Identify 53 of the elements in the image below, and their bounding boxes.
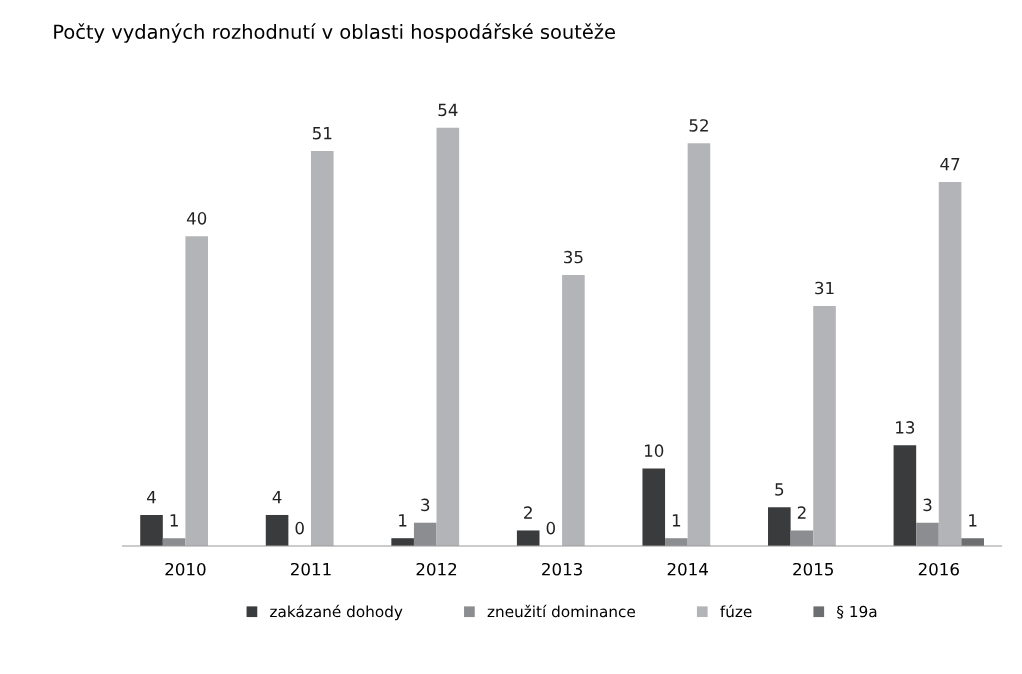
bar xyxy=(938,182,962,546)
data-label: 52 xyxy=(689,119,708,132)
bar xyxy=(642,468,666,546)
data-label: 3 xyxy=(421,498,430,512)
bar xyxy=(768,507,791,546)
x-tick-label: 2011 xyxy=(290,562,331,576)
data-label: 1 xyxy=(672,514,681,527)
bar xyxy=(687,143,711,546)
data-label: 1 xyxy=(969,514,977,527)
bar xyxy=(185,236,209,546)
legend-label: § 19a xyxy=(837,605,877,619)
data-label: 40 xyxy=(186,212,207,225)
x-tick-label: 2012 xyxy=(416,562,457,576)
data-label: 1 xyxy=(170,514,178,527)
data-label: 5 xyxy=(775,483,784,496)
legend-label: zneužití dominance xyxy=(487,604,635,618)
chart-title: Počty vydaných rozhodnutí v oblasti hospodářské soutěže xyxy=(54,23,615,43)
legend-label: zakázané dohody xyxy=(270,604,403,621)
data-label: 51 xyxy=(312,127,332,140)
data-label: 4 xyxy=(147,491,156,504)
data-label: 0 xyxy=(546,521,555,535)
bar xyxy=(562,274,585,546)
bar xyxy=(436,127,460,546)
data-label: 2 xyxy=(524,506,532,519)
bar xyxy=(265,514,289,546)
x-tick-label: 2010 xyxy=(165,562,206,576)
x-tick-label: 2014 xyxy=(667,562,708,576)
data-label: 3 xyxy=(923,498,932,512)
bar xyxy=(893,445,917,546)
data-label: 1 xyxy=(399,514,407,527)
data-label: 0 xyxy=(295,521,304,535)
bar xyxy=(516,530,540,546)
x-tick-label: 2016 xyxy=(918,562,959,576)
bar xyxy=(813,305,836,546)
legend-label: fúze xyxy=(720,604,752,618)
x-tick-label: 2015 xyxy=(793,562,833,576)
data-label: 2 xyxy=(797,506,806,519)
bar xyxy=(140,514,163,546)
bar xyxy=(665,538,688,546)
data-label: 10 xyxy=(644,444,664,457)
data-label: 31 xyxy=(815,281,834,295)
bar xyxy=(391,538,414,546)
x-tick-label: 2013 xyxy=(542,562,582,576)
data-label: 47 xyxy=(940,158,960,171)
bar xyxy=(413,522,437,546)
bar xyxy=(961,538,984,546)
bar xyxy=(790,530,814,546)
data-label: 35 xyxy=(564,250,583,264)
data-label: 54 xyxy=(438,103,458,117)
bar xyxy=(916,522,939,546)
data-label: 4 xyxy=(272,491,282,504)
bar xyxy=(310,151,334,546)
data-label: 13 xyxy=(896,421,915,434)
